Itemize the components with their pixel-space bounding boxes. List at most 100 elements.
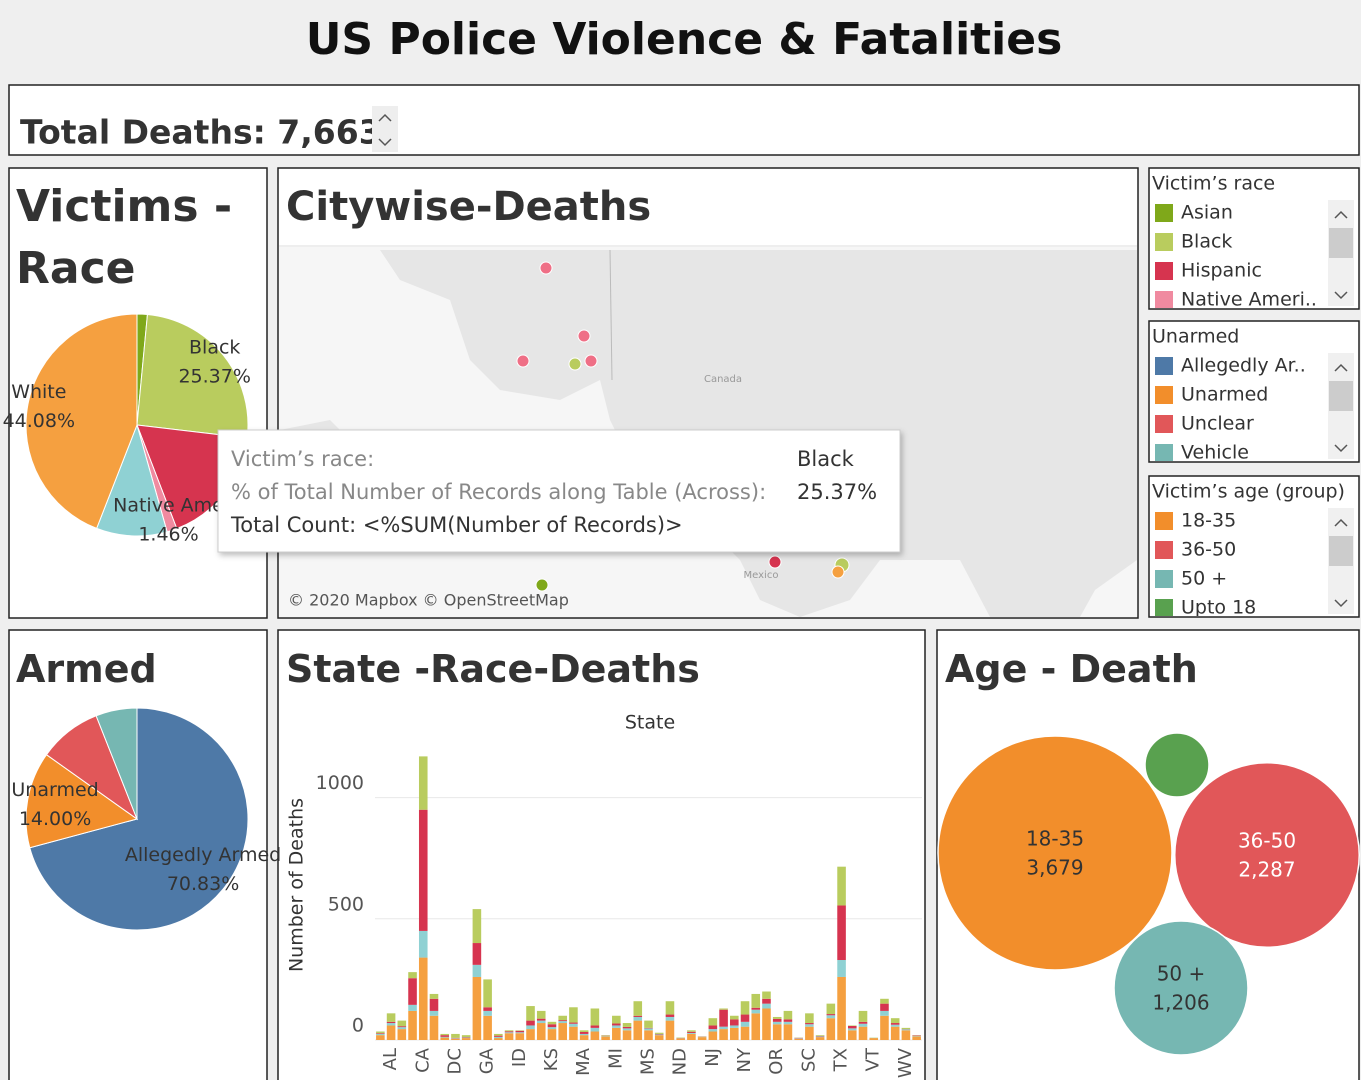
legend-label[interactable]: Asian (1181, 202, 1233, 224)
bar-segment[interactable] (901, 1029, 911, 1031)
bar-segment[interactable] (547, 1024, 557, 1028)
bar-segment[interactable] (815, 1035, 825, 1036)
bar-segment[interactable] (826, 1018, 836, 1040)
bar-segment[interactable] (590, 1008, 600, 1026)
pie-slice[interactable] (29, 707, 249, 931)
bar-segment[interactable] (376, 1035, 385, 1040)
bar-segment[interactable] (397, 1026, 407, 1028)
bar-segment[interactable] (622, 1023, 632, 1027)
legend-label[interactable]: 50 + (1181, 568, 1227, 590)
legend-label[interactable]: 18-35 (1181, 510, 1236, 532)
bar-segment[interactable] (633, 1001, 643, 1016)
bar-segment[interactable] (687, 1030, 696, 1032)
bar-segment[interactable] (536, 1010, 546, 1019)
bar-segment[interactable] (762, 1003, 771, 1009)
bar-segment[interactable] (890, 1026, 900, 1040)
bar-segment[interactable] (558, 1023, 567, 1040)
map-dot[interactable] (577, 329, 591, 343)
bar-segment[interactable] (461, 1038, 471, 1040)
map-dot[interactable] (568, 357, 582, 371)
bar-segment[interactable] (483, 1015, 492, 1040)
bar-segment[interactable] (847, 1028, 857, 1031)
bar-segment[interactable] (461, 1035, 471, 1038)
bar-segment[interactable] (590, 1031, 600, 1040)
pie-slice[interactable] (25, 754, 139, 849)
bar-segment[interactable] (558, 1021, 567, 1024)
legend-label[interactable]: Unarmed (1181, 384, 1268, 406)
map-dot[interactable] (535, 578, 549, 592)
bar-segment[interactable] (858, 1021, 868, 1024)
bar-segment[interactable] (837, 905, 846, 961)
bar-segment[interactable] (547, 1021, 557, 1025)
bar-segment[interactable] (579, 1030, 589, 1033)
bar-segment[interactable] (740, 1021, 750, 1027)
scroll-up[interactable] (1334, 518, 1348, 527)
bar-segment[interactable] (644, 1028, 653, 1031)
bar-segment[interactable] (612, 1027, 621, 1040)
bar-segment[interactable] (837, 976, 846, 1040)
bar-segment[interactable] (751, 1007, 761, 1010)
map-dot[interactable] (831, 565, 845, 579)
bar-segment[interactable] (730, 1019, 739, 1026)
bar-segment[interactable] (654, 1035, 664, 1040)
legend-label[interactable]: Vehicle (1181, 442, 1249, 464)
scroll-thumb[interactable] (1329, 536, 1353, 566)
bar-segment[interactable] (418, 756, 428, 810)
bar-segment[interactable] (440, 1037, 450, 1040)
bar-segment[interactable] (633, 1016, 643, 1021)
bar-segment[interactable] (794, 1038, 803, 1040)
bar-segment[interactable] (847, 1025, 857, 1029)
bar-segment[interactable] (880, 998, 889, 1004)
bar-segment[interactable] (665, 1020, 675, 1040)
bar-segment[interactable] (890, 1024, 900, 1027)
bar-segment[interactable] (719, 1008, 728, 1010)
bar-segment[interactable] (697, 1037, 707, 1040)
bar-segment[interactable] (783, 1021, 793, 1025)
scroll-up[interactable] (1334, 363, 1348, 372)
bar-segment[interactable] (429, 998, 439, 1011)
bar-segment[interactable] (418, 809, 428, 931)
bar-segment[interactable] (880, 1010, 889, 1016)
bar-segment[interactable] (901, 1030, 911, 1040)
bar-segment[interactable] (751, 993, 761, 1008)
bar-segment[interactable] (386, 1021, 396, 1024)
bar-segment[interactable] (654, 1032, 664, 1034)
bar-segment[interactable] (579, 1033, 589, 1036)
bar-segment[interactable] (644, 1030, 653, 1040)
bar-segment[interactable] (762, 1008, 771, 1040)
bar-segment[interactable] (772, 1018, 782, 1022)
bar-segment[interactable] (805, 1023, 814, 1025)
bar-segment[interactable] (494, 1035, 503, 1037)
bar-segment[interactable] (612, 1025, 621, 1028)
scroll-down[interactable] (1334, 599, 1348, 608)
bar-segment[interactable] (687, 1031, 696, 1033)
bar-segment[interactable] (429, 1010, 439, 1016)
bar-segment[interactable] (740, 1026, 750, 1040)
legend-label[interactable]: Hispanic (1181, 260, 1262, 282)
bar-segment[interactable] (472, 964, 482, 977)
bar-segment[interactable] (869, 1038, 879, 1040)
bar-segment[interactable] (858, 1010, 868, 1022)
pie-slice[interactable] (95, 707, 138, 820)
spinner-down[interactable] (378, 138, 392, 147)
bar-segment[interactable] (719, 1009, 728, 1027)
bubble[interactable] (1113, 920, 1249, 1056)
bar-segment[interactable] (654, 1034, 664, 1036)
bar-segment[interactable] (408, 978, 417, 1005)
bar-segment[interactable] (418, 957, 428, 1040)
bar-segment[interactable] (622, 1026, 632, 1029)
bar-segment[interactable] (601, 1036, 610, 1040)
map-dot[interactable] (768, 555, 782, 569)
bar-segment[interactable] (579, 1032, 589, 1034)
bar-segment[interactable] (504, 1031, 514, 1033)
bar-segment[interactable] (805, 1026, 814, 1040)
bar-segment[interactable] (536, 1023, 546, 1040)
bar-segment[interactable] (472, 943, 482, 965)
bar-segment[interactable] (494, 1033, 503, 1036)
bar-segment[interactable] (665, 1016, 675, 1021)
bar-segment[interactable] (558, 1015, 567, 1021)
bar-segment[interactable] (612, 1015, 621, 1024)
bar-segment[interactable] (504, 1032, 514, 1034)
bar-segment[interactable] (515, 1032, 525, 1034)
bar-segment[interactable] (708, 1018, 718, 1026)
